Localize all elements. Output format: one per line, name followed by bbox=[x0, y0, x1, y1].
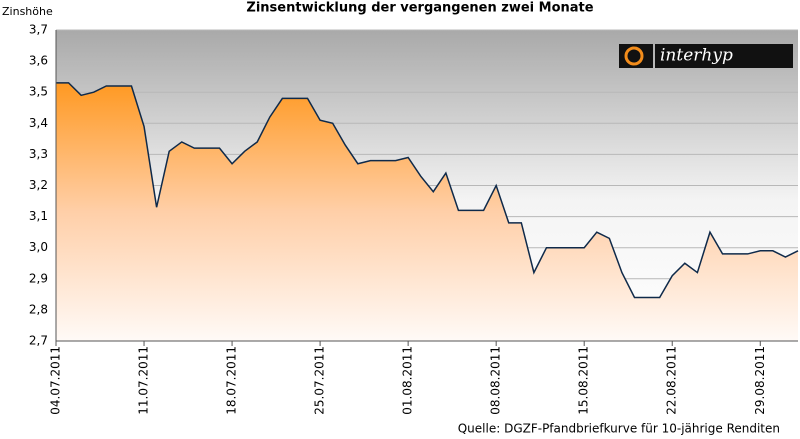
x-tick-label: 22.08.2011 bbox=[665, 346, 679, 415]
y-axis-label: Zinshöhe bbox=[2, 5, 53, 18]
area bbox=[56, 82, 798, 342]
y-tick-label: 2,9 bbox=[29, 271, 48, 285]
y-tick-label: 3,7 bbox=[29, 23, 48, 37]
logo-box bbox=[655, 44, 793, 68]
x-tick-label: 01.08.2011 bbox=[401, 346, 415, 415]
x-tick-label: 04.07.2011 bbox=[49, 346, 63, 415]
y-tick-label: 2,8 bbox=[29, 302, 48, 316]
x-tick-label: 15.08.2011 bbox=[577, 346, 591, 415]
source: Quelle: DGZF-Pfandbriefkurve für 10-jähr… bbox=[458, 422, 780, 436]
y-tick-label: 3,1 bbox=[29, 209, 48, 223]
logo-ring bbox=[624, 46, 644, 66]
y-tick-label: 3,2 bbox=[29, 178, 48, 192]
x-tick-label: 08.08.2011 bbox=[489, 346, 503, 415]
line bbox=[56, 82, 799, 299]
x-tick-label: 11.07.2011 bbox=[137, 346, 151, 415]
x-tick-label: 25.07.2011 bbox=[313, 346, 327, 415]
logo-text: interhyp bbox=[660, 46, 733, 66]
y-tick-label: 3,0 bbox=[29, 240, 48, 254]
y-tick-label: 3,3 bbox=[29, 147, 48, 161]
y-tick-label: 2,7 bbox=[29, 334, 48, 348]
x-tick-label: 29.08.2011 bbox=[753, 346, 767, 415]
chart-title: Zinsentwicklung der vergangenen zwei Mon… bbox=[246, 1, 593, 16]
y-tick-label: 3,5 bbox=[29, 85, 48, 99]
y-tick-label: 3,6 bbox=[29, 54, 48, 68]
y-tick-label: 3,4 bbox=[29, 116, 48, 130]
x-tick-label: 18.07.2011 bbox=[225, 346, 239, 415]
logo: interhyp bbox=[619, 44, 793, 68]
